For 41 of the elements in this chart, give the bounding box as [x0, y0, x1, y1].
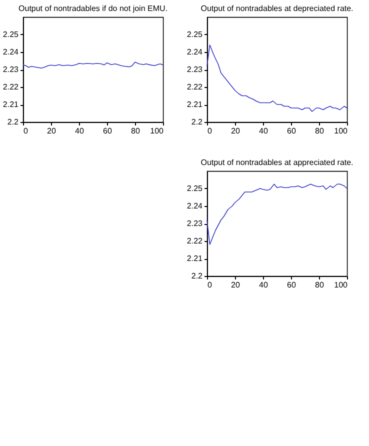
y-tick-label: 2.21	[186, 100, 204, 109]
x-tick-label: 20	[231, 126, 240, 136]
line-series	[206, 44, 348, 112]
x-tick-label: 60	[287, 126, 296, 136]
x-tick-label: 40	[75, 126, 84, 136]
chart-title: Output of nontradables at appreciated rate.	[200, 158, 354, 167]
y-tick-label: 2.25	[186, 184, 204, 193]
x-tick-label: 80	[315, 280, 324, 290]
x-tick-label: 20	[47, 126, 56, 136]
y-tick-label: 2.22	[186, 82, 204, 92]
y-tick-label: 2.2	[7, 118, 20, 126]
x-tick-label: 0	[208, 126, 212, 136]
y-tick-label: 2.22	[2, 82, 20, 92]
x-tick-label: 40	[259, 126, 268, 136]
x-tick-label: 100	[150, 126, 164, 136]
x-tick-label: 80	[131, 126, 140, 136]
x-tick-label: 0	[24, 126, 28, 136]
x-tick-label: 100	[334, 126, 348, 136]
chart-title: Output of nontradables if do not join EMU.	[18, 4, 168, 13]
y-tick-label: 2.23	[186, 65, 204, 74]
y-tick-label: 2.24	[2, 48, 20, 56]
y-tick-label: 2.24	[186, 48, 204, 56]
y-tick-label: 2.21	[2, 100, 20, 109]
chart-title: Output of nontradables at depreciated rate.	[200, 4, 354, 13]
y-tick-label: 2.2	[191, 118, 204, 126]
y-tick-label: 2.2	[191, 272, 204, 280]
y-tick-label: 2.22	[186, 236, 204, 246]
x-tick-label: 60	[103, 126, 112, 136]
y-tick-label: 2.24	[186, 202, 204, 210]
x-tick-label: 100	[334, 280, 348, 290]
x-tick-label: 40	[259, 280, 268, 290]
x-tick-label: 60	[287, 280, 296, 290]
y-tick-label: 2.21	[186, 254, 204, 263]
x-tick-label: 80	[315, 126, 324, 136]
y-tick-label: 2.23	[2, 65, 20, 74]
x-tick-label: 0	[208, 280, 212, 290]
y-tick-label: 2.25	[2, 30, 20, 39]
x-tick-label: 20	[231, 280, 240, 290]
y-tick-label: 2.23	[186, 219, 204, 228]
line-series	[206, 184, 348, 245]
y-tick-label: 2.25	[186, 30, 204, 39]
